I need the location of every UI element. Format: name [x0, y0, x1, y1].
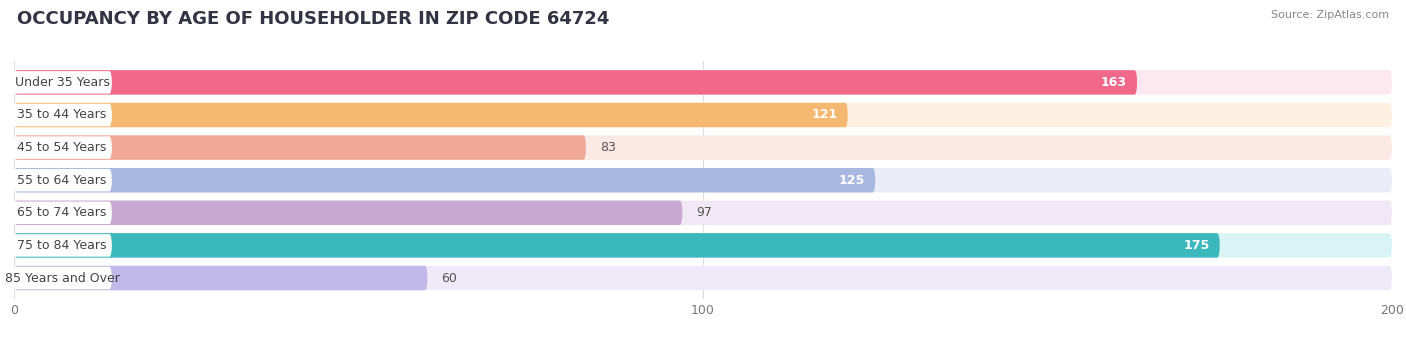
FancyBboxPatch shape	[14, 103, 848, 127]
Text: 35 to 44 Years: 35 to 44 Years	[17, 108, 107, 121]
FancyBboxPatch shape	[14, 168, 876, 192]
FancyBboxPatch shape	[14, 70, 1137, 95]
Text: 55 to 64 Years: 55 to 64 Years	[17, 174, 107, 187]
FancyBboxPatch shape	[14, 233, 1220, 258]
FancyBboxPatch shape	[14, 266, 1392, 290]
FancyBboxPatch shape	[14, 135, 586, 160]
FancyBboxPatch shape	[14, 70, 1392, 95]
FancyBboxPatch shape	[13, 202, 112, 224]
FancyBboxPatch shape	[14, 233, 1392, 258]
Text: 163: 163	[1101, 76, 1126, 89]
Text: Under 35 Years: Under 35 Years	[14, 76, 110, 89]
Text: 83: 83	[599, 141, 616, 154]
FancyBboxPatch shape	[13, 71, 112, 94]
Text: OCCUPANCY BY AGE OF HOUSEHOLDER IN ZIP CODE 64724: OCCUPANCY BY AGE OF HOUSEHOLDER IN ZIP C…	[17, 10, 609, 28]
FancyBboxPatch shape	[14, 201, 682, 225]
FancyBboxPatch shape	[14, 135, 1392, 160]
Text: 45 to 54 Years: 45 to 54 Years	[17, 141, 107, 154]
FancyBboxPatch shape	[14, 103, 1392, 127]
FancyBboxPatch shape	[14, 201, 1392, 225]
Text: 175: 175	[1182, 239, 1209, 252]
Text: 65 to 74 Years: 65 to 74 Years	[17, 206, 107, 219]
Text: 60: 60	[441, 272, 457, 285]
FancyBboxPatch shape	[14, 266, 427, 290]
FancyBboxPatch shape	[13, 234, 112, 257]
Text: Source: ZipAtlas.com: Source: ZipAtlas.com	[1271, 10, 1389, 20]
Text: 121: 121	[811, 108, 838, 121]
Text: 85 Years and Over: 85 Years and Over	[4, 272, 120, 285]
FancyBboxPatch shape	[13, 267, 112, 289]
FancyBboxPatch shape	[14, 168, 1392, 192]
FancyBboxPatch shape	[13, 169, 112, 191]
Text: 125: 125	[838, 174, 865, 187]
Text: 97: 97	[696, 206, 711, 219]
FancyBboxPatch shape	[13, 104, 112, 126]
Text: 75 to 84 Years: 75 to 84 Years	[17, 239, 107, 252]
FancyBboxPatch shape	[13, 136, 112, 159]
